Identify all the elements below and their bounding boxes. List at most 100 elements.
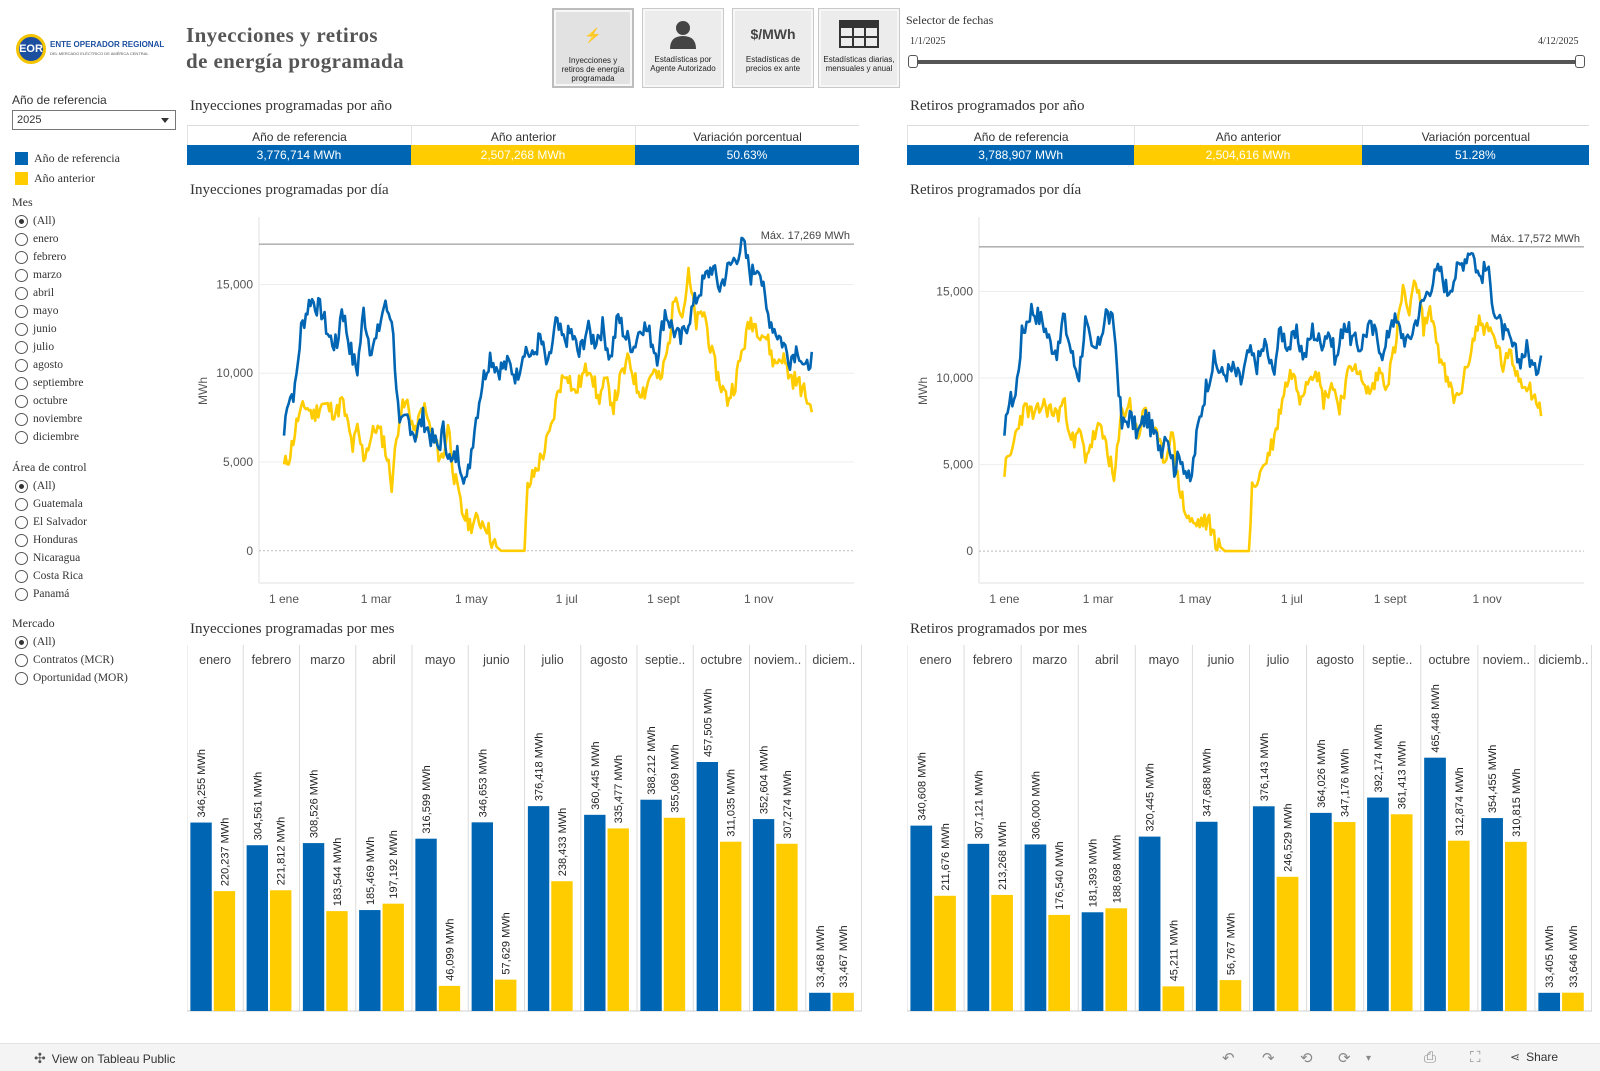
month-option[interactable]: noviembre: [15, 410, 82, 428]
undo-icon[interactable]: ↶: [1222, 1050, 1235, 1067]
bar-prev-year: [663, 817, 686, 1011]
nav-inyecciones-retiros-button[interactable]: ⚡ Inyecciones y retiros de energía progr…: [552, 8, 634, 88]
eor-logo-name: ENTE OPERADOR REGIONAL: [50, 40, 165, 49]
area-option[interactable]: Costa Rica: [15, 567, 83, 585]
bar-prev-year: [1105, 908, 1128, 1011]
bar-data-label: 388,212 MWh: [646, 726, 658, 794]
radio-button[interactable]: [15, 268, 28, 282]
nav-precios-ex-ante-button[interactable]: $/MWh Estadísticas de precios ex ante: [732, 8, 814, 88]
share-button[interactable]: ⋖ Share: [1510, 1050, 1558, 1064]
ret-day-line-chart[interactable]: 0 5,000 10,000 15,000 1 ene 1 mar 1 may 1 jul 1 …: [907, 205, 1592, 605]
area-option[interactable]: El Salvador: [15, 513, 87, 531]
radio-button[interactable]: [15, 635, 28, 649]
inj-month-bar-chart[interactable]: enero febrero marzo abril mayo junio julio agos…: [187, 645, 862, 1035]
radio-button[interactable]: [15, 286, 28, 300]
month-option[interactable]: octubre: [15, 392, 67, 410]
month-option-label: noviembre: [33, 413, 83, 425]
bar-data-label: 33,405 MWh: [1544, 925, 1556, 987]
month-option-label: (All): [33, 215, 56, 227]
market-option[interactable]: Contratos (MCR): [15, 651, 114, 669]
bar-ref-year: [359, 910, 381, 1011]
radio-button[interactable]: [15, 214, 28, 228]
view-on-tableau-link[interactable]: ✣ View on Tableau Public: [34, 1050, 175, 1067]
legend-label: Año anterior: [34, 171, 95, 185]
radio-button[interactable]: [15, 340, 28, 354]
bar-data-label: 316,599 MWh: [421, 765, 433, 833]
date-slider-start-handle[interactable]: [908, 55, 918, 68]
redo-icon[interactable]: ↷: [1262, 1050, 1275, 1067]
area-option[interactable]: Honduras: [15, 531, 78, 549]
month-option[interactable]: agosto: [15, 356, 63, 374]
eor-logo-text: ENTE OPERADOR REGIONAL DEL MERCADO ELÉCT…: [50, 40, 164, 58]
month-option[interactable]: marzo: [15, 266, 62, 284]
month-header-label: agosto: [1316, 653, 1354, 667]
radio-button[interactable]: [15, 653, 28, 667]
month-option[interactable]: junio: [15, 320, 57, 338]
date-slider-end-handle[interactable]: [1575, 55, 1585, 68]
radio-button[interactable]: [15, 671, 28, 685]
month-option[interactable]: febrero: [15, 248, 66, 266]
radio-button[interactable]: [15, 479, 28, 493]
radio-button[interactable]: [15, 412, 28, 426]
month-header-label: julio: [1266, 653, 1289, 667]
month-option[interactable]: diciembre: [15, 428, 79, 446]
bar-ref-year: [640, 799, 662, 1011]
month-header-label: agosto: [590, 653, 628, 667]
bar-prev-year: [326, 911, 348, 1011]
radio-button[interactable]: [15, 497, 28, 511]
radio-button[interactable]: [15, 322, 28, 336]
download-icon[interactable]: ⎙: [1424, 1049, 1437, 1066]
radio-button[interactable]: [15, 250, 28, 264]
month-option[interactable]: septiembre: [15, 374, 83, 392]
radio-button[interactable]: [15, 551, 28, 565]
radio-button[interactable]: [15, 533, 28, 547]
bar-data-label: 185,469 MWh: [365, 837, 377, 905]
year-filter-label: Año de referencia: [12, 93, 107, 107]
nav-estadisticas-diarias-button[interactable]: Estadísticas diarias, mensuales y anual: [818, 8, 900, 88]
ret-month-bar-chart[interactable]: enero febrero marzo abril mayo junio julio agos…: [907, 645, 1592, 1035]
legend-swatch-blue: [15, 152, 28, 165]
inj-day-line-chart[interactable]: 0 5,000 10,000 15,000 1 ene 1 mar 1 may 1 jul 1 …: [187, 205, 862, 605]
market-option[interactable]: (All): [15, 633, 55, 651]
bar-ref-year: [1195, 821, 1218, 1011]
radio-button[interactable]: [15, 358, 28, 372]
month-option[interactable]: abril: [15, 284, 54, 302]
x-tick-label: 1 sept: [647, 592, 680, 605]
fullscreen-icon[interactable]: ⛶: [1470, 1049, 1481, 1066]
radio-button[interactable]: [15, 394, 28, 408]
radio-button[interactable]: [15, 232, 28, 246]
radio-button[interactable]: [15, 515, 28, 529]
area-option[interactable]: Panamá: [15, 585, 69, 603]
inj-variation-value: 50.63%: [635, 145, 859, 165]
radio-button[interactable]: [15, 569, 28, 583]
radio-button[interactable]: [15, 376, 28, 390]
radio-button[interactable]: [15, 587, 28, 601]
month-option[interactable]: enero: [15, 230, 59, 248]
refresh-icon[interactable]: ⟳: [1338, 1050, 1351, 1067]
nav-label: Estadísticas de precios ex ante: [745, 55, 801, 73]
month-option[interactable]: mayo: [15, 302, 59, 320]
area-option-label: Costa Rica: [33, 570, 84, 582]
month-header-label: septie..: [645, 653, 685, 667]
area-option[interactable]: Guatemala: [15, 495, 83, 513]
radio-button[interactable]: [15, 430, 28, 444]
month-option[interactable]: (All): [15, 212, 55, 230]
bar-prev-year: [1276, 876, 1299, 1011]
date-slider-track[interactable]: [913, 60, 1581, 64]
month-header-label: noviem..: [1483, 653, 1530, 667]
month-header-label: octubre: [701, 653, 743, 667]
area-option[interactable]: Nicaragua: [15, 549, 80, 567]
market-option-label: Contratos (MCR): [33, 654, 114, 666]
bar-data-label: 197,192 MWh: [388, 830, 400, 898]
year-dropdown[interactable]: 2025: [12, 110, 176, 130]
month-option[interactable]: julio: [15, 338, 54, 356]
chevron-down-icon[interactable]: ▾: [1366, 1053, 1372, 1064]
area-option[interactable]: (All): [15, 477, 55, 495]
revert-icon[interactable]: ⟲: [1300, 1050, 1313, 1067]
table-row: 3,776,714 MWh 2,507,268 MWh 50.63%: [187, 145, 859, 165]
nav-agente-autorizado-button[interactable]: Estadísticas por Agente Autorizado: [642, 8, 724, 88]
market-option-label: (All): [33, 636, 56, 648]
radio-button[interactable]: [15, 304, 28, 318]
month-option-label: septiembre: [33, 377, 84, 389]
market-option[interactable]: Oportunidad (MOR): [15, 669, 128, 687]
